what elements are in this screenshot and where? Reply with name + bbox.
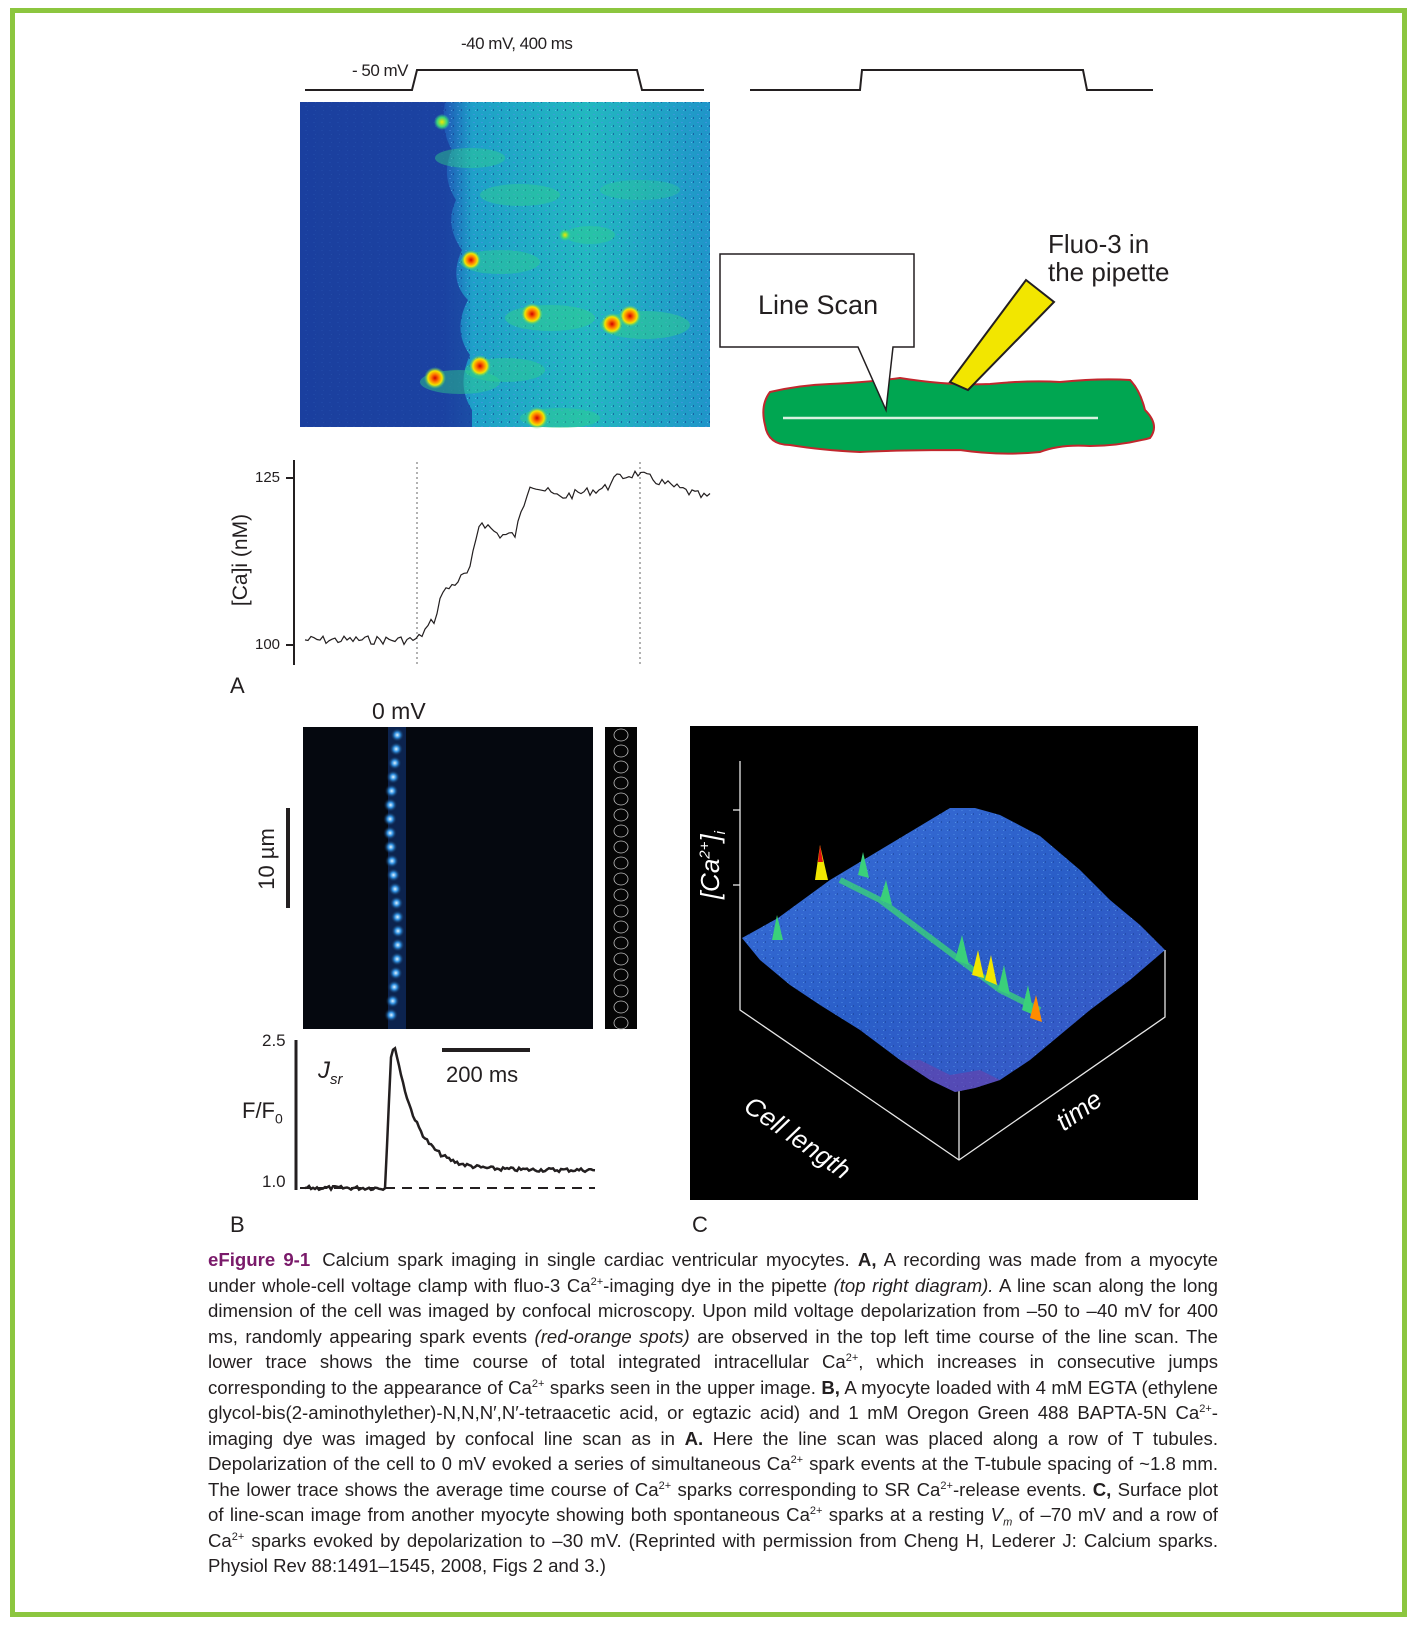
c-z-label-sub: i bbox=[712, 831, 730, 835]
cell-diagram bbox=[719, 253, 1155, 455]
ca-ytick-top: 125 bbox=[255, 469, 281, 486]
b-ytick-top: 2.5 bbox=[262, 1031, 286, 1050]
jsr-label-sub: sr bbox=[330, 1070, 343, 1088]
caption-text: A myocyte loaded with 4 mM EGTA (ethylen… bbox=[208, 1376, 1218, 1424]
linescan-image-b bbox=[286, 727, 637, 1030]
b-ylabel-main: F/F bbox=[242, 1098, 275, 1123]
caption-title: Calcium spark imaging in single cardiac … bbox=[322, 1249, 850, 1270]
b-ylabel-sub: 0 bbox=[275, 1110, 283, 1127]
caption-sup: 2+ bbox=[231, 1530, 245, 1543]
ca-ylabel: [Ca]i (nM) bbox=[229, 513, 253, 607]
caption-text: sparks evoked by depolarization to –30 m… bbox=[208, 1529, 1218, 1577]
caption-italic: (red-orange spots) bbox=[534, 1325, 690, 1347]
caption-text: spark events at the T-tubule spacing of … bbox=[208, 1453, 1218, 1500]
ca-trace-line bbox=[304, 470, 711, 646]
voltage-step-right bbox=[750, 69, 1153, 91]
caption-text: sparks at a resting bbox=[822, 1504, 991, 1525]
caption-marker-b: B, bbox=[821, 1376, 840, 1398]
voltage-step-left bbox=[305, 69, 704, 91]
c-z-label-sup: 2+ bbox=[696, 841, 714, 859]
caption-ref: A. bbox=[684, 1427, 704, 1449]
pipette-label-line2: the pipette bbox=[1048, 257, 1170, 287]
caption-text: -imaging dye was imaged by confocal line… bbox=[208, 1402, 1218, 1449]
voltage-label-left: - 50 mV bbox=[352, 61, 409, 80]
pipette-label-line1: Fluo-3 in bbox=[1048, 229, 1150, 259]
caption-sup: 2+ bbox=[590, 1275, 604, 1288]
caption-sup: 2+ bbox=[531, 1377, 545, 1390]
caption-sup: 2+ bbox=[658, 1479, 672, 1492]
caption-vm-main: V bbox=[990, 1504, 1004, 1525]
jsr-trace-line bbox=[304, 1046, 596, 1192]
c-z-label-end: ] bbox=[694, 834, 725, 842]
jsr-trace-axes bbox=[294, 1040, 596, 1192]
panel-letter-c: C bbox=[692, 1212, 708, 1237]
linescan-image-a bbox=[300, 102, 710, 429]
caption-vm-sub: m bbox=[1003, 1516, 1013, 1529]
caption-vm: Vm bbox=[990, 1504, 1013, 1528]
c-z-label-main: [Ca bbox=[694, 858, 725, 900]
b-scale-um: 10 µm bbox=[253, 828, 279, 890]
surface-plot bbox=[690, 726, 1198, 1200]
ca-trace-axes bbox=[286, 460, 711, 665]
caption-text: Here the line scan was placed along a ro… bbox=[208, 1427, 1218, 1475]
panel-letter-b: B bbox=[230, 1212, 245, 1237]
caption-text: are observed in the top left time course… bbox=[208, 1325, 1218, 1373]
line-scan-label: Line Scan bbox=[758, 290, 879, 320]
b-voltage-label: 0 mV bbox=[372, 698, 426, 724]
pipette-label: Fluo-3 in the pipette bbox=[1048, 230, 1169, 286]
caption-text: A line scan along the long dimension of … bbox=[208, 1274, 1218, 1347]
caption-sup: 2+ bbox=[809, 1504, 823, 1517]
figure-frame bbox=[10, 8, 1407, 1617]
caption-italic: (top right diagram). bbox=[833, 1274, 994, 1296]
jsr-label-main: J bbox=[318, 1057, 330, 1084]
caption-text: A recording was made from a myocyte unde… bbox=[208, 1249, 1218, 1296]
caption-text: -release events. bbox=[952, 1478, 1087, 1500]
caption-text: -imaging dye in the pipette bbox=[603, 1274, 834, 1296]
caption-text: sparks seen in the upper image. bbox=[544, 1376, 816, 1398]
caption-sup: 2+ bbox=[940, 1479, 953, 1492]
b-scale-ms: 200 ms bbox=[446, 1062, 519, 1087]
caption-text: Surface plot of line-scan image from ano… bbox=[208, 1478, 1218, 1526]
caption-text: of –70 mV and a row of Ca bbox=[208, 1504, 1218, 1551]
caption-marker-c: C, bbox=[1092, 1478, 1112, 1500]
b-ylabel: F/F0 bbox=[242, 1098, 283, 1126]
voltage-label-top: -40 mV, 400 ms bbox=[461, 34, 573, 53]
c-z-label: [Ca2+]i bbox=[695, 831, 729, 899]
caption-sup: 2+ bbox=[1199, 1402, 1212, 1415]
caption-marker-a: A, bbox=[857, 1249, 877, 1270]
b-ytick-bottom: 1.0 bbox=[262, 1172, 286, 1191]
caption-text: sparks corresponding to SR Ca bbox=[671, 1478, 941, 1500]
figure-caption: eFigure 9-1 Calcium spark imaging in sing… bbox=[208, 1247, 1218, 1579]
caption-sup: 2+ bbox=[845, 1351, 859, 1364]
panel-letter-a: A bbox=[230, 673, 245, 698]
caption-label: eFigure 9-1 bbox=[208, 1249, 311, 1270]
caption-sup: 2+ bbox=[790, 1453, 804, 1466]
caption-text: , which increases in consecutive jumps c… bbox=[208, 1351, 1218, 1398]
ca-ytick-bottom: 100 bbox=[255, 636, 281, 653]
jsr-label: Jsr bbox=[318, 1057, 343, 1088]
